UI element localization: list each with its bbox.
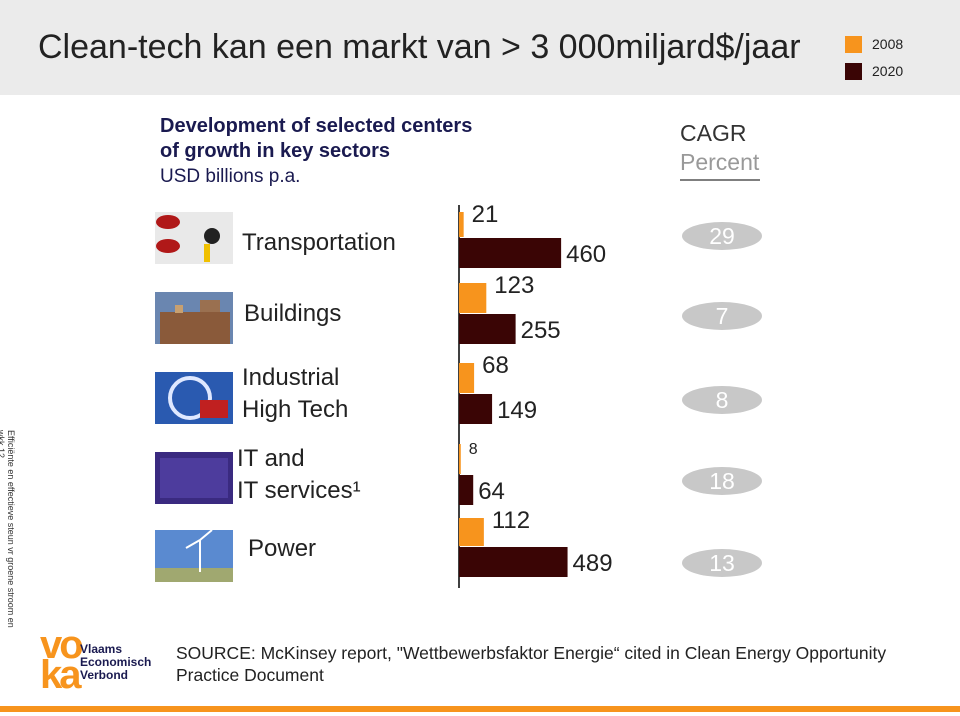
icon-it <box>155 452 233 504</box>
value-label: 123 <box>494 272 534 299</box>
logo-name: Vlaams Economisch Verbond <box>80 642 152 682</box>
header-band <box>0 0 960 95</box>
page-number: 12 <box>0 448 6 459</box>
value-label: 149 <box>497 397 537 424</box>
chart-title: Development of selected centers of growt… <box>160 115 473 162</box>
icon-power <box>155 529 233 582</box>
side-note-text: Efficiënte en effectieve steun vr groene… <box>0 430 16 628</box>
value-label: 255 <box>521 317 561 344</box>
bar <box>459 212 464 237</box>
value-label: 21 <box>472 201 499 228</box>
cagr-badge <box>682 222 762 250</box>
cagr-subtitle: Percent <box>680 149 760 175</box>
source-note: SOURCE: McKinsey report, "Wettbewerbsfak… <box>176 643 887 685</box>
logo-mark: vo ka <box>40 623 84 697</box>
chart-subtitle: USD billions p.a. <box>160 166 301 187</box>
page-title: Clean-tech kan een markt van > 3 000milj… <box>38 28 801 66</box>
legend-label: 2020 <box>872 63 904 79</box>
category-label: Industrial High Tech <box>242 364 349 423</box>
bar <box>459 475 474 505</box>
cagr-value: 13 <box>709 550 735 576</box>
bar <box>459 547 568 577</box>
bar <box>459 363 475 393</box>
value-label: 460 <box>566 241 606 268</box>
legend-swatch <box>845 36 862 53</box>
category-label: Buildings <box>244 300 342 327</box>
cagr-value: 18 <box>709 468 735 494</box>
icon-transportation <box>155 212 233 264</box>
category-label: Transportation <box>242 229 396 256</box>
value-label: 112 <box>492 507 530 534</box>
legend-label: 2008 <box>872 36 904 52</box>
bar <box>459 283 487 313</box>
logo-mark-top: vo <box>40 623 84 667</box>
logo-mark-bottom: ka <box>40 653 81 697</box>
footer-line <box>0 706 960 712</box>
value-label: 489 <box>573 550 613 577</box>
cagr-value: 7 <box>716 303 729 329</box>
value-label: 8 <box>469 441 478 458</box>
cagr-badge <box>682 549 762 577</box>
bar <box>459 518 484 546</box>
side-note: Efficiënte en effectieve steun vr groene… <box>0 430 16 630</box>
bar <box>459 314 516 344</box>
value-label: 64 <box>478 478 505 505</box>
cagr-value: 29 <box>709 223 735 249</box>
legend-swatch <box>845 63 862 80</box>
icon-buildings <box>155 292 233 344</box>
cagr-title: CAGR <box>680 120 747 146</box>
cagr-badge <box>682 302 762 330</box>
value-label: 68 <box>482 352 509 379</box>
cagr-value: 8 <box>716 387 729 413</box>
cagr-badge <box>682 467 762 495</box>
category-label: Power <box>248 535 317 562</box>
icon-hightech <box>155 372 233 424</box>
category-label: IT and IT services¹ <box>237 445 361 504</box>
bar <box>459 444 461 474</box>
bar <box>459 238 562 268</box>
bar <box>459 394 493 424</box>
cagr-badge <box>682 386 762 414</box>
